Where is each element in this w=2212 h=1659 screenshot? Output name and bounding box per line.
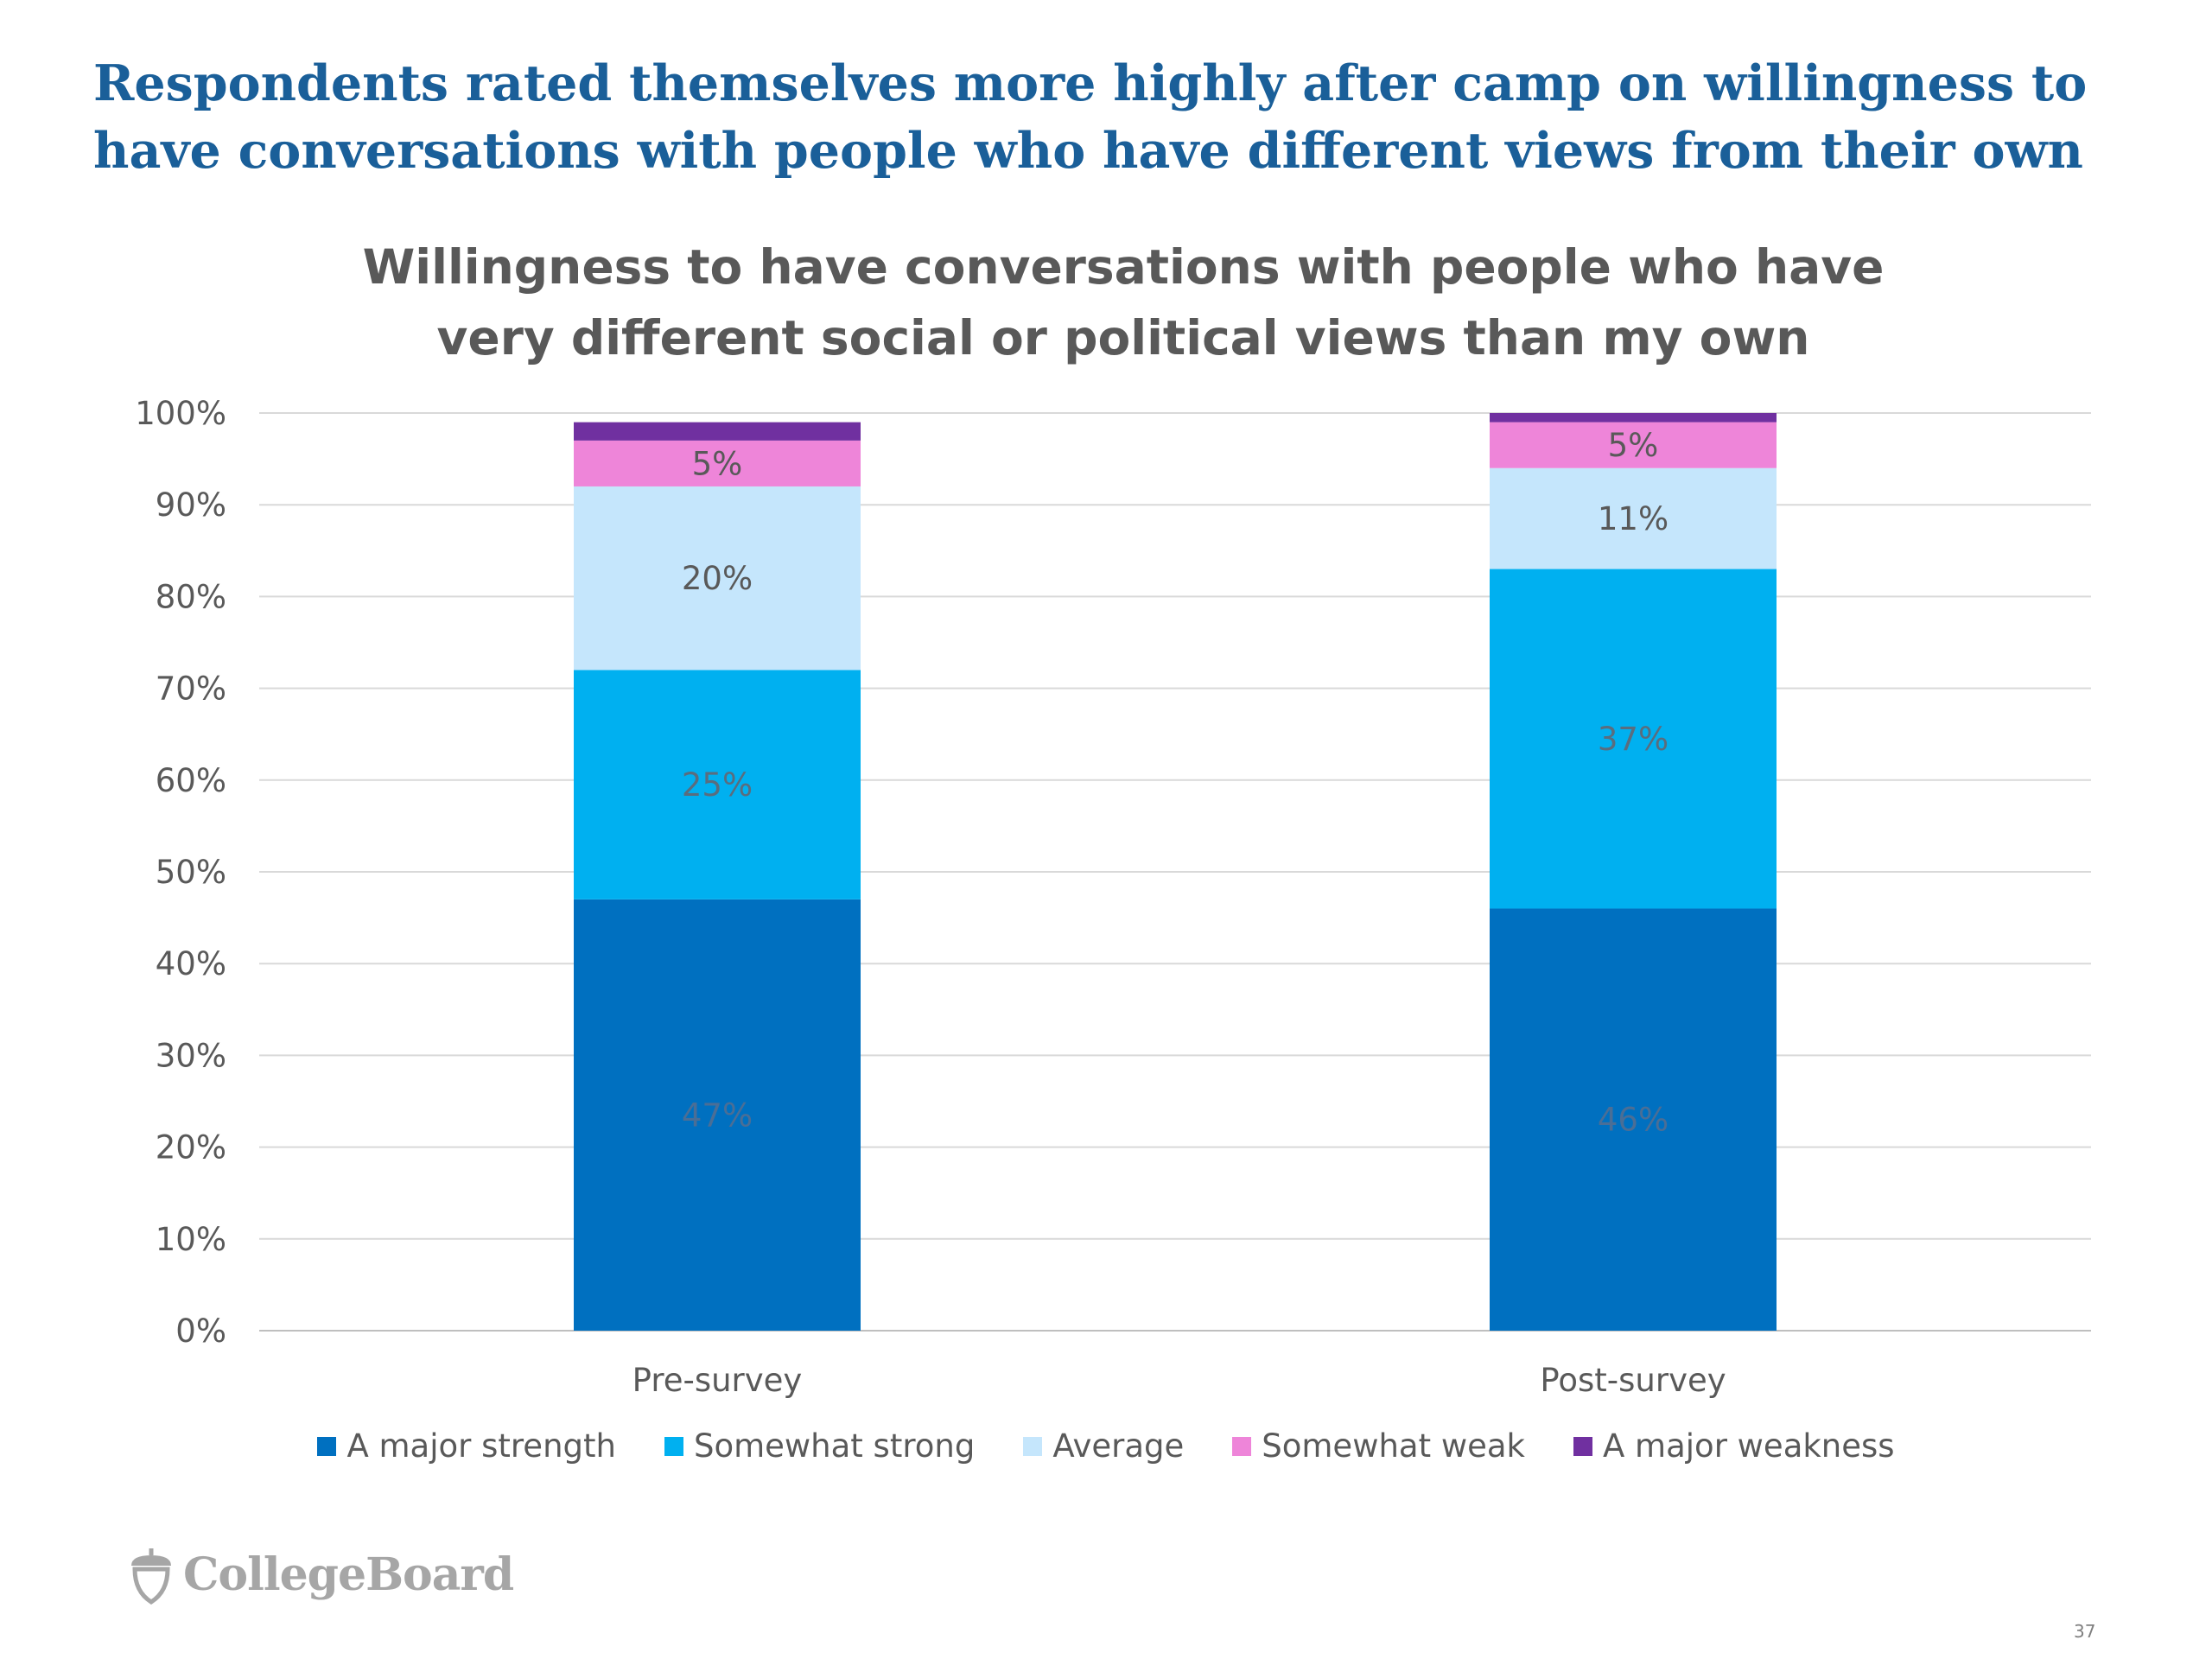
bar-segment <box>574 899 861 1331</box>
legend-label: A major weakness <box>1602 1427 1895 1465</box>
bar-segment <box>574 486 861 671</box>
chart-title: Willingness to have conversations with p… <box>362 239 1885 365</box>
data-label: 11% <box>1598 500 1669 537</box>
data-label: 37% <box>1598 721 1669 758</box>
bar-segment <box>1490 908 1777 1331</box>
y-tick-label: 70% <box>156 671 226 708</box>
legend-label: Average <box>1052 1427 1185 1465</box>
y-tick-label: 40% <box>156 945 226 982</box>
y-tick-label: 0% <box>175 1313 226 1350</box>
bar-segment <box>574 440 861 486</box>
logo-text: CollegeBoard <box>183 1548 514 1601</box>
y-tick-label: 100% <box>135 395 226 432</box>
chart-legend: A major strength Somewhat strong Average So… <box>0 1427 2212 1465</box>
y-tick-label: 30% <box>156 1037 226 1074</box>
y-tick-label: 10% <box>156 1221 226 1258</box>
bar-segment <box>1490 422 1777 468</box>
legend-swatch <box>1573 1436 1592 1456</box>
legend-swatch <box>664 1436 683 1456</box>
legend-item: Somewhat weak <box>1232 1427 1525 1465</box>
bar-segment <box>574 670 861 899</box>
page-number: 37 <box>2074 1621 2096 1642</box>
legend-swatch <box>317 1436 337 1456</box>
stacked-bar-chart: 0% 10% 20% 30% 40% 50% 60% 70% 80% 90% 100% 47% 25% 2… <box>135 395 2091 1399</box>
legend-item: Somewhat strong <box>664 1427 975 1465</box>
data-label: 46% <box>1598 1102 1669 1139</box>
y-tick-label: 60% <box>156 762 226 799</box>
data-label: 25% <box>682 766 753 804</box>
x-category-label: Post-survey <box>1540 1362 1726 1399</box>
y-tick-label: 90% <box>156 486 226 524</box>
legend-swatch <box>1232 1436 1252 1456</box>
legend-label: Somewhat weak <box>1262 1427 1525 1465</box>
y-tick-label: 20% <box>156 1129 226 1166</box>
legend-item: Average <box>1023 1427 1184 1465</box>
legend-item: A major weakness <box>1573 1427 1895 1465</box>
y-tick-label: 50% <box>156 854 226 891</box>
bar-segment <box>1490 467 1777 569</box>
bar-segment <box>1490 569 1777 909</box>
slide-title: Respondents rated themselves more highly… <box>93 54 2088 180</box>
bar-segment <box>1490 413 1777 423</box>
legend-swatch <box>1023 1436 1043 1456</box>
collegeboard-logo: CollegeBoard <box>124 1543 514 1605</box>
acorn-logo-icon <box>131 1548 171 1605</box>
x-category-label: Pre-survey <box>632 1362 803 1399</box>
data-label: 5% <box>692 445 743 482</box>
data-label: 47% <box>682 1096 753 1134</box>
data-label: 20% <box>682 560 753 597</box>
data-label: 5% <box>1608 427 1659 464</box>
y-tick-label: 80% <box>156 578 226 615</box>
legend-label: Somewhat strong <box>693 1427 976 1465</box>
legend-item: A major strength <box>317 1427 616 1465</box>
bar-segment <box>574 422 861 441</box>
legend-label: A major strength <box>346 1427 616 1465</box>
